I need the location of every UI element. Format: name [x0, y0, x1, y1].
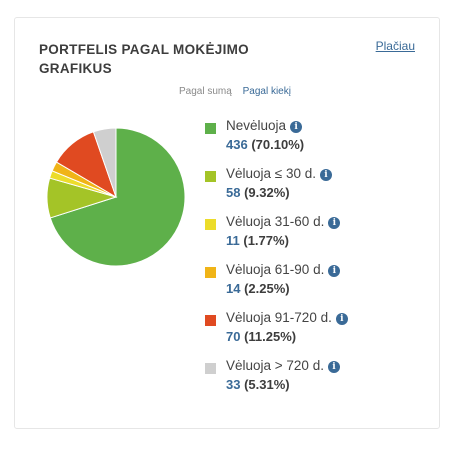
legend-label: Vėluoja > 720 d. i [226, 358, 340, 373]
info-icon[interactable]: i [327, 361, 340, 373]
legend-percent: (2.25%) [244, 281, 290, 296]
legend-item: Vėluoja ≤ 30 d. i 58 (9.32%) [205, 166, 425, 214]
pie-slice[interactable] [92, 127, 117, 198]
info-icon[interactable]: i [328, 217, 341, 229]
legend-item: Nevėluoja i 436 (70.10%) [205, 118, 425, 166]
legend-label: Vėluoja ≤ 30 d. i [226, 166, 332, 181]
legend-count: 58 [226, 185, 241, 200]
pie-chart [46, 127, 186, 267]
legend-category: Vėluoja 61-90 d. [226, 262, 325, 277]
legend-values: 14 (2.25%) [226, 281, 290, 296]
legend-values: 33 (5.31%) [226, 377, 290, 392]
widget-title: PORTFELIS PAGAL MOKĖJIMO GRAFIKUS [39, 42, 249, 76]
view-toggle: Pagal sumą Pagal kiekį [15, 86, 439, 97]
portfolio-widget: PORTFELIS PAGAL MOKĖJIMO GRAFIKUS Plačia… [14, 17, 440, 429]
info-icon[interactable]: i [290, 121, 303, 133]
legend-percent: (5.31%) [244, 377, 290, 392]
legend-label: Vėluoja 31-60 d. i [226, 214, 341, 229]
legend-swatch [205, 123, 216, 134]
legend-label: Nevėluoja i [226, 118, 303, 133]
more-link[interactable]: Plačiau [375, 39, 415, 53]
legend-percent: (9.32%) [244, 185, 290, 200]
legend-label: Vėluoja 61-90 d. i [226, 262, 341, 277]
legend-swatch [205, 171, 216, 182]
legend-category: Vėluoja > 720 d. [226, 358, 324, 373]
chart-legend: Nevėluoja i 436 (70.10%) Vėluoja ≤ 30 d. i 58… [205, 118, 425, 406]
legend-values: 11 (1.77%) [226, 233, 289, 248]
legend-category: Nevėluoja [226, 118, 287, 133]
legend-swatch [205, 267, 216, 278]
legend-category: Vėluoja 31-60 d. [226, 214, 325, 229]
legend-item: Vėluoja 61-90 d. i 14 (2.25%) [205, 262, 425, 310]
legend-category: Vėluoja ≤ 30 d. [226, 166, 316, 181]
legend-values: 58 (9.32%) [226, 185, 290, 200]
info-icon[interactable]: i [328, 265, 341, 277]
legend-count: 33 [226, 377, 241, 392]
legend-count: 436 [226, 137, 248, 152]
legend-values: 436 (70.10%) [226, 137, 304, 152]
legend-item: Vėluoja 91-720 d. i 70 (11.25%) [205, 310, 425, 358]
legend-item: Vėluoja 31-60 d. i 11 (1.77%) [205, 214, 425, 262]
toggle-by-amount[interactable]: Pagal sumą [179, 86, 232, 97]
legend-swatch [205, 219, 216, 230]
legend-category: Vėluoja 91-720 d. [226, 310, 332, 325]
info-icon[interactable]: i [335, 313, 348, 325]
legend-count: 14 [226, 281, 241, 296]
legend-percent: (70.10%) [251, 137, 305, 152]
legend-count: 11 [226, 233, 240, 248]
legend-item: Vėluoja > 720 d. i 33 (5.31%) [205, 358, 425, 406]
toggle-by-count[interactable]: Pagal kiekį [242, 86, 291, 97]
legend-swatch [205, 363, 216, 374]
legend-label: Vėluoja 91-720 d. i [226, 310, 348, 325]
legend-count: 70 [226, 329, 241, 344]
legend-values: 70 (11.25%) [226, 329, 296, 344]
legend-percent: (1.77%) [243, 233, 289, 248]
legend-percent: (11.25%) [244, 329, 297, 344]
legend-swatch [205, 315, 216, 326]
info-icon[interactable]: i [319, 169, 332, 181]
